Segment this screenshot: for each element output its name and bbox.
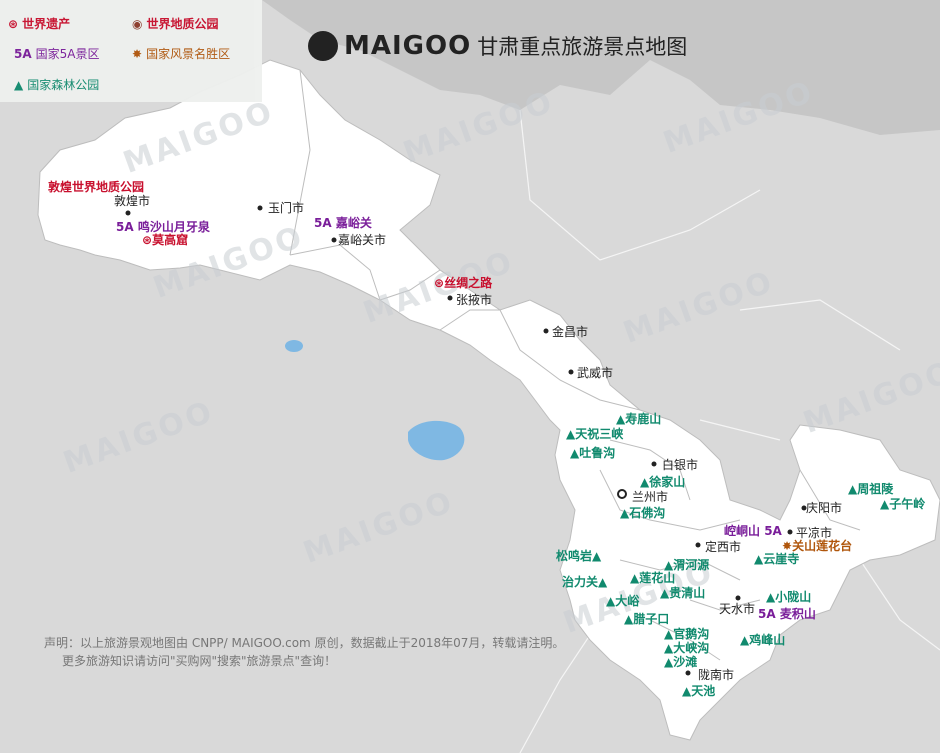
site-label: ⊛莫高窟 (142, 233, 189, 247)
city-dot (568, 369, 574, 375)
site-label: ▲天池 (682, 684, 716, 698)
fivea-icon: 5A (14, 46, 32, 61)
city-label: 敦煌市 (114, 194, 151, 208)
site-label: ▲天祝三峡 (566, 427, 624, 441)
site-label: ▲寿鹿山 (616, 412, 662, 426)
site-label: 敦煌世界地质公园 (48, 180, 145, 194)
city-label: 兰州市 (632, 490, 669, 504)
city-dot (787, 529, 793, 535)
site-label: ▲吐鲁沟 (570, 446, 616, 460)
map-legend: ⊛ 世界遗产 ◉ 世界地质公园 5A 国家5A景区 ✸ 国家风景名胜区 ▲ 国家森林公园 (0, 0, 262, 102)
geopark-icon: ◉ (132, 16, 143, 31)
northern-region (262, 0, 940, 135)
city-dot (735, 595, 741, 601)
city-dot (695, 542, 701, 548)
maple-leaf-icon: ✸ (132, 46, 143, 61)
city-label: 平凉市 (796, 526, 833, 540)
site-label: ▲云崖寺 (754, 552, 800, 566)
site-label: 崆峒山 5A (724, 524, 782, 538)
gansu-province (37, 59, 940, 741)
city-borders (289, 69, 861, 661)
site-label: 5A 麦积山 (758, 607, 816, 621)
city-label: 张掖市 (456, 293, 493, 307)
site-label: ▲大峡沟 (664, 641, 710, 655)
small-lake (285, 340, 303, 352)
logo-badge-icon (308, 31, 338, 61)
site-label: 治力关▲ (562, 575, 608, 589)
site-label: 5A 嘉峪关 (314, 216, 372, 230)
city-dot (257, 205, 263, 211)
legend-forest: ▲ 国家森林公园 (14, 77, 100, 93)
map-title: MAIGOO 甘肃重点旅游景点地图 (308, 24, 687, 68)
copyright-note: 声明：以上旅游景观地图由 CNPP/ MAIGOO.com 原创，数据截止于20… (44, 636, 565, 650)
city-label: 陇南市 (698, 668, 735, 682)
site-label: 5A 鸣沙山月牙泉 (116, 220, 210, 234)
city-dot (125, 210, 131, 216)
site-label: ▲沙滩 (664, 655, 698, 669)
city-dot (447, 295, 453, 301)
tree-icon: ▲ (14, 77, 24, 92)
site-label: ▲渭河源 (664, 558, 710, 572)
site-label: ▲腊子口 (624, 612, 670, 626)
city-label: 金昌市 (552, 325, 589, 339)
site-label: ⊛丝绸之路 (434, 276, 493, 290)
site-label: ▲石佛沟 (620, 506, 666, 520)
legend-world-heritage: ⊛ 世界遗产 (8, 16, 71, 32)
heritage-icon: ⊛ (8, 16, 19, 31)
city-dot (801, 505, 807, 511)
site-label: ▲贵清山 (660, 586, 706, 600)
legend-scenic: ✸ 国家风景名胜区 (132, 46, 231, 62)
qinghai-lake (408, 420, 465, 461)
city-dot (617, 489, 627, 499)
title-text: 甘肃重点旅游景点地图 (477, 35, 688, 59)
legend-5a: 5A 国家5A景区 (14, 46, 100, 62)
site-label: ▲官鹅沟 (664, 627, 710, 641)
site-label: ▲小陇山 (766, 590, 812, 604)
city-dot (543, 328, 549, 334)
city-dot (331, 237, 337, 243)
more-info-note: 更多旅游知识请访问"买购网"搜索"旅游景点"查询！ (62, 654, 337, 668)
city-label: 庆阳市 (806, 501, 843, 515)
city-label: 定西市 (705, 540, 742, 554)
city-label: 白银市 (662, 458, 699, 472)
site-label: ▲鸡峰山 (740, 633, 786, 647)
site-label: ✸关山莲花台 (782, 539, 853, 553)
site-label: 松鸣岩▲ (556, 549, 602, 563)
city-label: 嘉峪关市 (338, 233, 387, 247)
city-label: 天水市 (719, 602, 756, 616)
site-label: ▲莲花山 (630, 571, 676, 585)
maigoo-logo: MAIGOO (344, 31, 472, 61)
province-borders (519, 109, 940, 753)
site-label: ▲大峪 (606, 594, 640, 608)
city-label: 玉门市 (268, 201, 305, 215)
site-label: ▲子午岭 (880, 497, 926, 511)
site-label: ▲徐家山 (640, 475, 686, 489)
city-label: 武威市 (577, 366, 614, 380)
city-dot (685, 670, 691, 676)
city-dot (651, 461, 657, 467)
site-label: ▲周祖陵 (848, 482, 894, 496)
legend-geopark: ◉ 世界地质公园 (132, 16, 219, 32)
